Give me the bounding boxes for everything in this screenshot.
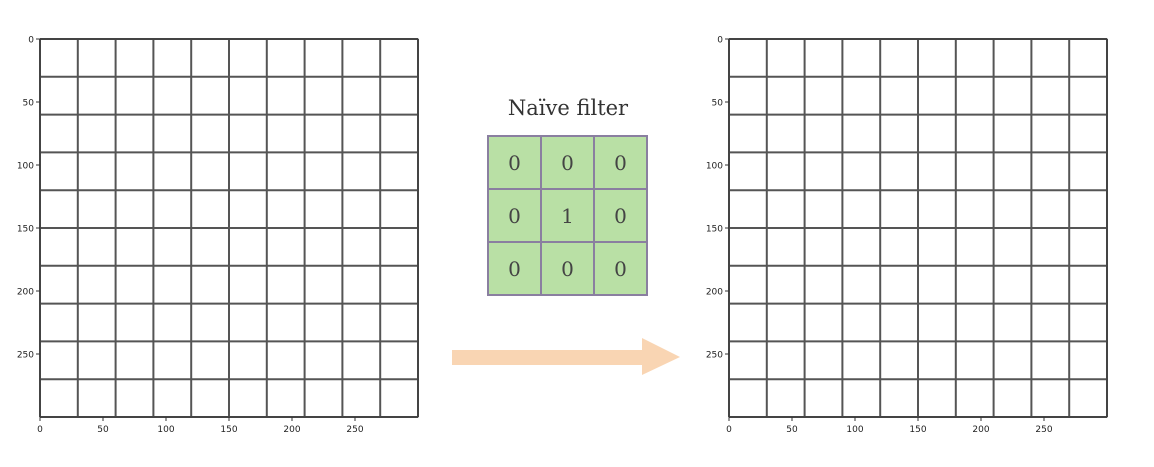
input-image-plot: 0 50 100 150 200 250 0 50 100 150 200 250 — [0, 0, 440, 463]
arrow-shape — [452, 338, 680, 375]
x-tick-label: 50 — [97, 425, 109, 435]
x-tick-label: 200 — [972, 425, 989, 435]
right-arrow-icon — [452, 338, 680, 375]
filter-cell: 1 — [541, 189, 594, 242]
y-tick-label: 0 — [717, 36, 723, 46]
filter-cell: 0 — [541, 136, 594, 189]
output-image-plot: 0 50 100 150 200 250 0 50 100 150 200 250 — [689, 0, 1129, 463]
filter-title: Naïve filter — [507, 96, 629, 120]
y-tick-label: 100 — [17, 162, 34, 172]
y-tick-label: 50 — [712, 99, 724, 109]
x-tick-label: 100 — [846, 425, 863, 435]
filter-cell: 0 — [594, 189, 647, 242]
filter-cell: 0 — [594, 242, 647, 295]
x-tick-label: 150 — [909, 425, 926, 435]
x-tick-label: 100 — [157, 425, 174, 435]
filter-cell: 0 — [541, 242, 594, 295]
y-tick-label: 150 — [17, 225, 34, 235]
output-image-grid: 0 50 100 150 200 250 0 50 100 150 200 250 — [706, 36, 1108, 435]
filter-cell: 0 — [488, 189, 541, 242]
y-tick-label: 200 — [706, 288, 723, 298]
y-tick-label: 200 — [17, 288, 34, 298]
filter-cell: 0 — [488, 136, 541, 189]
x-tick-label: 50 — [786, 425, 798, 435]
input-image-grid: 0 50 100 150 200 250 0 50 100 150 200 250 — [17, 36, 419, 435]
y-tick-label: 150 — [706, 225, 723, 235]
filter-cell: 0 — [488, 242, 541, 295]
x-tick-label: 250 — [346, 425, 363, 435]
y-tick-label: 50 — [23, 99, 35, 109]
filter-matrix: 0 0 0 0 1 0 0 0 0 — [487, 135, 648, 296]
filter-block: Naïve filter 0 0 0 0 1 0 0 0 0 — [470, 88, 670, 318]
y-tick-label: 0 — [28, 36, 34, 46]
x-tick-label: 150 — [220, 425, 237, 435]
x-tick-label: 0 — [37, 425, 43, 435]
x-tick-label: 0 — [726, 425, 732, 435]
y-tick-label: 250 — [706, 351, 723, 361]
filter-cell: 0 — [594, 136, 647, 189]
x-tick-label: 200 — [283, 425, 300, 435]
x-tick-label: 250 — [1035, 425, 1052, 435]
y-tick-label: 100 — [706, 162, 723, 172]
y-tick-label: 250 — [17, 351, 34, 361]
